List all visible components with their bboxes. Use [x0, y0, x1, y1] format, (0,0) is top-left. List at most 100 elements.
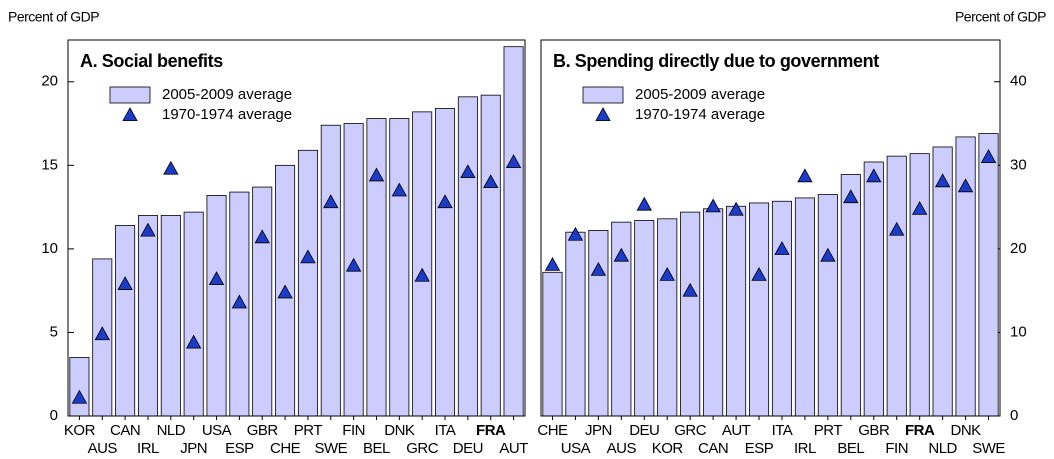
x-tick-label: NLD [928, 440, 957, 457]
triangle-marker [437, 194, 453, 209]
triangle-marker [94, 326, 110, 341]
x-tick-label: AUS [607, 440, 637, 457]
x-tick-label: ESP [745, 440, 774, 457]
y-tick-label: 0 [50, 407, 58, 424]
plot-frame [67, 39, 526, 417]
triangle-marker [820, 247, 836, 262]
x-tick-label: PRT [294, 422, 323, 439]
x-tick-label: DNK [950, 422, 981, 439]
triangle-marker [460, 164, 476, 179]
triangle-marker [774, 241, 790, 255]
legend-swatch [109, 86, 151, 104]
triangle-marker [728, 201, 744, 216]
bar [726, 205, 747, 417]
triangle-marker [185, 334, 202, 349]
bar [480, 94, 501, 417]
triangle-marker [544, 256, 561, 271]
triangle-marker [797, 168, 813, 183]
x-tick-label: GBR [247, 422, 279, 439]
y-tick-label: 10 [1010, 323, 1027, 340]
x-tick-label: FIN [342, 422, 365, 439]
bar [909, 153, 930, 417]
x-tick-label: JPN [180, 440, 207, 457]
bar [457, 96, 478, 417]
x-tick-label: AUT [499, 440, 528, 457]
triangle-marker [71, 389, 88, 404]
triangle-marker [567, 226, 584, 241]
triangle-marker [659, 266, 675, 281]
triangle-marker [231, 294, 248, 309]
triangle-marker [957, 178, 974, 193]
triangle-marker [843, 189, 859, 204]
x-tick-label: USA [561, 440, 591, 457]
bar [932, 146, 953, 417]
x-tick-label: KOR [64, 422, 96, 439]
x-tick-label: GRC [674, 422, 707, 439]
triangle-marker [163, 160, 179, 175]
y-tick-label: 0 [1010, 407, 1018, 424]
legend-marker [122, 107, 138, 121]
triangle-marker [345, 257, 362, 272]
bar [565, 231, 586, 417]
bar [978, 133, 999, 417]
triangle-marker [414, 267, 430, 282]
x-tick-label: ITA [435, 422, 456, 439]
x-tick-label: GRC [406, 440, 439, 457]
x-tick-label: AUS [88, 440, 118, 457]
bar [588, 230, 609, 417]
x-tick-label: DNK [384, 422, 415, 439]
bar [206, 195, 227, 417]
triangle-marker [636, 196, 652, 211]
x-tick-label: DEU [629, 422, 659, 439]
y-axis-label: Percent of GDP [8, 9, 99, 25]
x-tick-label: CAN [698, 440, 728, 457]
x-tick-label: BEL [837, 440, 864, 457]
x-tick-label: FIN [885, 440, 908, 457]
triangle-marker [889, 221, 905, 236]
triangle-marker [300, 249, 316, 264]
bar [366, 118, 387, 417]
bar [435, 108, 456, 417]
x-tick-label: KOR [652, 440, 684, 457]
bar [703, 208, 724, 417]
triangle-marker [590, 261, 607, 276]
triangle-marker [368, 167, 385, 182]
bar [297, 149, 318, 417]
x-tick-label: USA [202, 422, 232, 439]
x-tick-label: GBR [858, 422, 890, 439]
bar [137, 215, 158, 417]
bar [886, 155, 907, 417]
legend-swatch [582, 86, 624, 104]
triangle-marker [323, 194, 339, 209]
x-tick-label: DEU [453, 440, 483, 457]
bar [115, 225, 136, 417]
x-tick-label: FRA [905, 422, 935, 439]
x-tick-label: AUT [722, 422, 751, 439]
legend-label: 1970-1974 average [162, 106, 292, 123]
triangle-marker [705, 198, 721, 213]
y-tick-label: 40 [1010, 73, 1027, 90]
triangle-marker [505, 154, 522, 168]
bar [748, 202, 770, 417]
bar [634, 220, 655, 417]
y-tick-label: 5 [50, 323, 58, 340]
x-tick-label: PRT [814, 422, 843, 439]
bar [412, 111, 433, 417]
bar [542, 271, 563, 417]
triangle-marker [613, 247, 630, 262]
x-tick-label: FRA [476, 422, 506, 439]
x-tick-label: IRL [794, 440, 816, 457]
bar [771, 200, 793, 417]
legend-label: 2005-2009 average [635, 86, 765, 103]
triangle-marker [934, 173, 951, 188]
triangle-marker [980, 149, 997, 163]
triangle-marker [866, 168, 882, 183]
x-tick-label: ITA [772, 422, 793, 439]
triangle-marker [208, 271, 225, 285]
bar [794, 197, 815, 417]
triangle-marker [682, 282, 698, 297]
bar [389, 118, 410, 417]
x-tick-label: IRL [137, 440, 159, 457]
y-tick-label: 20 [1010, 240, 1027, 257]
